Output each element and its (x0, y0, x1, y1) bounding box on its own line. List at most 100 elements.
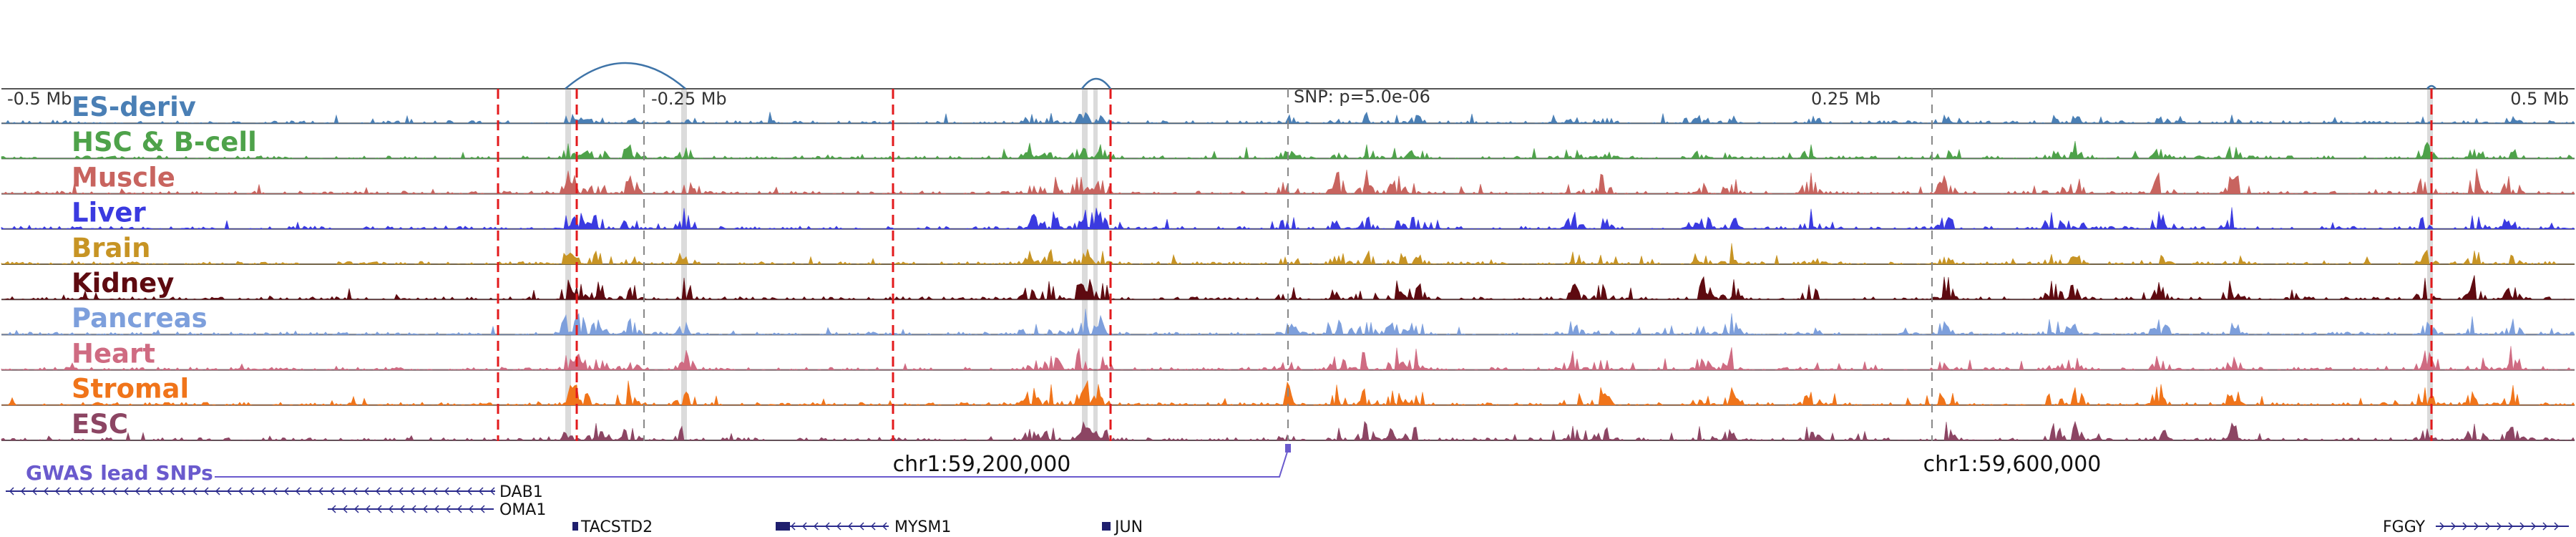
strand-arrow (489, 487, 495, 495)
strand-arrow (365, 505, 371, 513)
strand-arrow (790, 522, 796, 531)
strand-arrow (2519, 522, 2525, 531)
coordinate-label: chr1:59,200,000 (893, 452, 1071, 477)
strand-arrow (353, 505, 359, 513)
gene-mysm1: MYSM1 (776, 518, 951, 536)
strand-arrow (444, 487, 449, 495)
strand-arrow (295, 487, 301, 495)
strand-arrow (2485, 522, 2491, 531)
track-label-es-deriv: ES-deriv (72, 92, 196, 122)
track-signal (1, 207, 2575, 230)
strand-arrow (238, 487, 243, 495)
strand-arrow (54, 487, 60, 495)
strand-arrow (813, 522, 819, 531)
gene-annotation-track: DAB1 OMA1 TACSTD2 MYSM1 JUN FGGY (6, 483, 2569, 536)
gene-oma1: OMA1 (328, 501, 546, 519)
strand-arrow (9, 487, 14, 495)
strand-arrow (468, 505, 474, 513)
strand-arrow (2508, 522, 2514, 531)
scale-tick-label: -0.5 Mb (7, 89, 72, 109)
strand-arrow (283, 487, 289, 495)
strand-arrow (66, 487, 72, 495)
strand-arrow (123, 487, 129, 495)
chromatin-loop (2426, 84, 2436, 90)
track-label-stromal: Stromal (72, 374, 189, 405)
strand-arrow (399, 505, 405, 513)
strand-arrow (318, 487, 323, 495)
strand-arrow (2554, 522, 2560, 531)
strand-arrow (2462, 522, 2468, 531)
strand-arrow (376, 505, 382, 513)
strand-arrow (146, 487, 152, 495)
strand-arrow (226, 487, 232, 495)
gwas-snp-mark (1285, 444, 1291, 453)
chromatin-loop (1080, 77, 1112, 90)
strand-arrow (467, 487, 472, 495)
strand-arrow (434, 505, 439, 513)
strand-arrow (2497, 522, 2502, 531)
scale-tick-label: 0.5 Mb (2510, 89, 2569, 109)
strand-arrow (2439, 522, 2445, 531)
strand-arrow (20, 487, 26, 495)
strand-arrow (260, 487, 266, 495)
track-label-kidney: Kidney (72, 268, 174, 299)
coordinate-label: chr1:59,600,000 (1923, 452, 2102, 477)
strand-arrow (411, 505, 416, 513)
track-7 (1, 346, 2575, 371)
strand-arrow (192, 487, 197, 495)
exon-block (1102, 522, 1111, 531)
track-signal (1, 275, 2575, 301)
strand-arrow (364, 487, 369, 495)
strand-arrow (249, 487, 255, 495)
snp-marker-lines (497, 89, 2433, 441)
strand-arrow (824, 522, 830, 531)
scale-tick-label: 0.25 Mb (1811, 89, 1880, 109)
gwas-connector-line (215, 449, 1289, 478)
track-signal (1, 346, 2575, 371)
strand-arrow (422, 505, 428, 513)
strand-arrow (386, 487, 392, 495)
gwas-lead-snps-label: GWAS lead SNPs (26, 461, 213, 485)
strand-arrow (457, 505, 462, 513)
strand-arrow (31, 487, 37, 495)
scale-tick-label: -0.25 Mb (651, 89, 727, 109)
strand-arrow (398, 487, 404, 495)
strand-arrow (112, 487, 117, 495)
strand-arrow (2531, 522, 2537, 531)
strand-arrow (2542, 522, 2548, 531)
strand-arrow (180, 487, 186, 495)
chromatin-loop (565, 62, 686, 90)
gene-label: JUN (1113, 518, 1143, 536)
strand-arrow (272, 487, 278, 495)
strand-arrow (2474, 522, 2479, 531)
strand-arrow (329, 487, 335, 495)
strand-arrow (306, 487, 312, 495)
track-signal (1, 111, 2575, 125)
track-label-liver: Liver (72, 198, 146, 228)
strand-arrow (2451, 522, 2457, 531)
strand-arrow (375, 487, 381, 495)
gene-label: OMA1 (499, 501, 546, 519)
strand-arrow (388, 505, 394, 513)
gene-label: DAB1 (499, 483, 543, 501)
strand-arrow (421, 487, 426, 495)
strand-arrow (882, 522, 887, 531)
strand-arrow (801, 522, 807, 531)
track-label-heart: Heart (72, 338, 155, 369)
exon-block (572, 522, 578, 531)
strand-arrow (479, 505, 485, 513)
strand-arrow (455, 487, 461, 495)
snp-pvalue-label: SNP: p=5.0e-06 (1294, 87, 1430, 107)
strand-arrow (157, 487, 163, 495)
gene-jun: JUN (1102, 518, 1143, 536)
strand-arrow (478, 487, 484, 495)
strand-arrow (445, 505, 451, 513)
track-labels: ES-deriv HSC & B-cell Muscle Liver Brain… (72, 92, 257, 440)
strand-arrow (870, 522, 876, 531)
strand-arrow (432, 487, 438, 495)
strand-arrow (169, 487, 175, 495)
strand-arrow (847, 522, 853, 531)
scale-axis: -0.5 Mb -0.25 Mb 0.25 Mb 0.5 Mb SNP: p=5… (7, 87, 2569, 109)
track-label-pancreas: Pancreas (72, 303, 208, 334)
